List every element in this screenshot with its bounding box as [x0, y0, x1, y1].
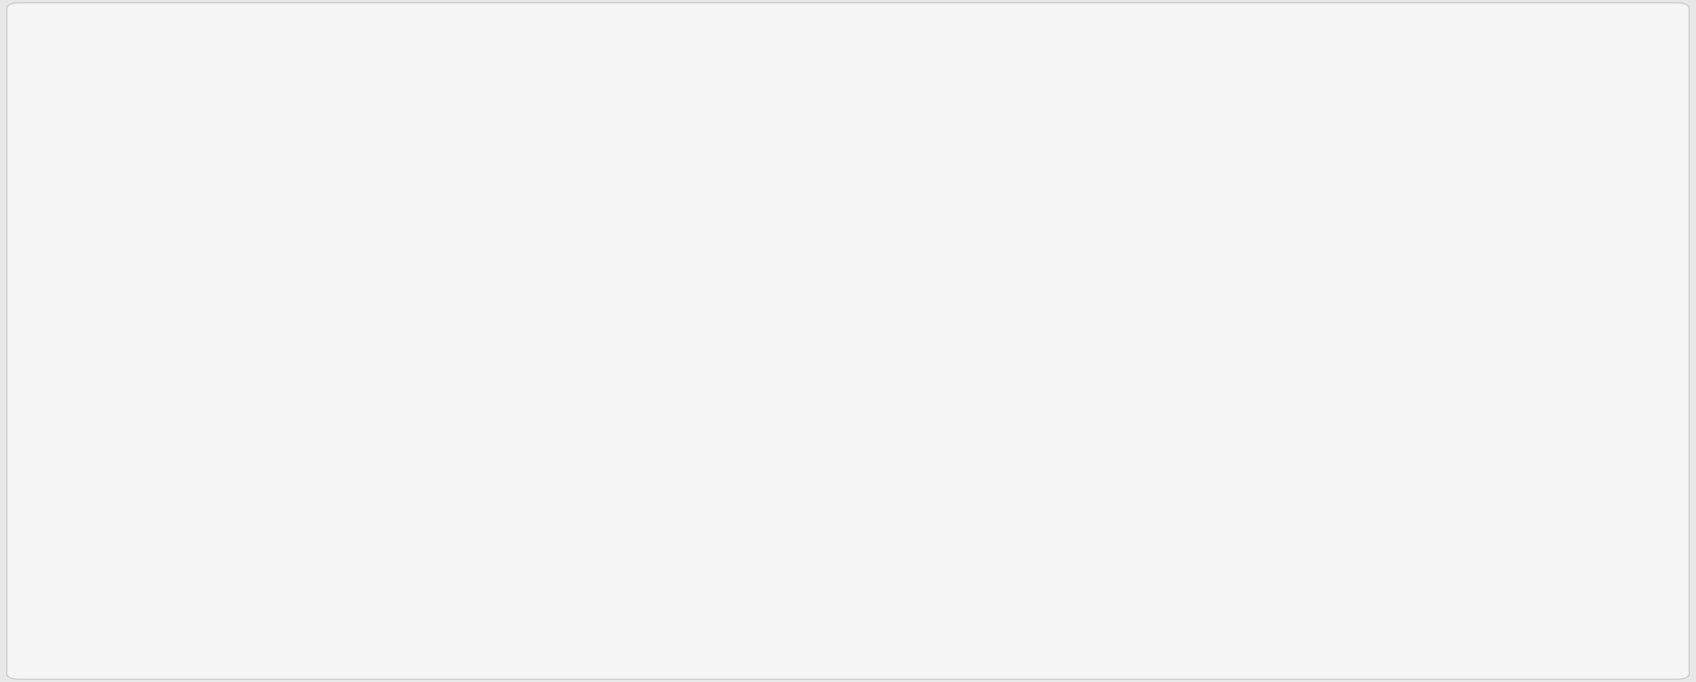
Text: with: with [42, 496, 93, 520]
Text: Find the general solution to the homogeneous differential equation: Find the general solution to the homogen… [42, 73, 836, 98]
FancyBboxPatch shape [392, 621, 787, 666]
FancyBboxPatch shape [946, 621, 1342, 666]
Text: and $r_2$ =: and $r_2$ = [801, 629, 901, 657]
Text: Using this form, $r_1$ =: Using this form, $r_1$ = [42, 629, 285, 657]
Text: $y = C_1 e^{r_1 t} + C_2 e^{r_2 t}$: $y = C_1 e^{r_1 t} + C_2 e^{r_2 t}$ [704, 399, 992, 440]
Text: $\dfrac{d^{2}y}{dt^{2}} - 18\,\dfrac{dy}{dt} + 80y = 0$: $\dfrac{d^{2}y}{dt^{2}} - 18\,\dfrac{dy}… [667, 173, 1029, 256]
Text: The solution can be written in the form: The solution can be written in the form [42, 318, 504, 343]
Text: $r_1 < r_2$: $r_1 < r_2$ [802, 559, 894, 587]
